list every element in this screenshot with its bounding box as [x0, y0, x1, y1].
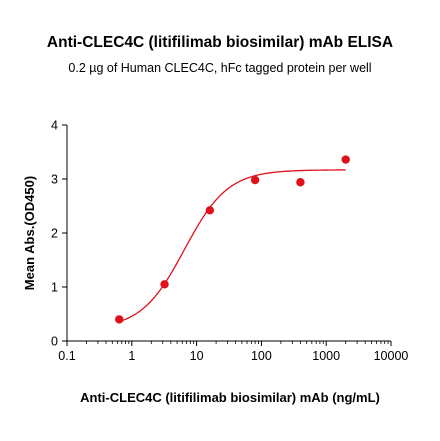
chart-subtitle: 0.2 µg of Human CLEC4C, hFc tagged prote… — [68, 61, 372, 75]
y-tick-label: 1 — [51, 281, 58, 295]
data-point — [115, 315, 124, 324]
data-point — [160, 280, 169, 289]
fit-curve — [119, 169, 346, 323]
y-tick-label: 2 — [51, 227, 58, 241]
y-tick-label: 0 — [51, 335, 58, 349]
x-tick-label: 1000 — [312, 349, 340, 363]
y-axis-label: Mean Abs.(OD450) — [22, 176, 37, 290]
x-tick-label: 0.1 — [58, 349, 75, 363]
fit-curve-group — [119, 169, 346, 323]
y-tick-label: 3 — [51, 173, 58, 187]
data-points — [115, 155, 350, 324]
data-point — [250, 175, 260, 185]
x-tick-label: 100 — [251, 349, 272, 363]
y-tick-label: 4 — [51, 119, 58, 133]
data-point — [341, 155, 350, 164]
x-axis-label: Anti-CLEC4C (litifilimab biosimilar) mAb… — [80, 390, 380, 405]
axes: 0.1 1 10 100 1000 10000 0 1 2 3 4 — [51, 119, 408, 364]
x-tick-label: 1 — [128, 349, 135, 363]
chart-title: Anti-CLEC4C (litifilimab biosimilar) mAb… — [46, 34, 394, 51]
x-tick-label: 10000 — [374, 349, 409, 363]
x-tick-label: 10 — [190, 349, 204, 363]
data-point — [296, 178, 305, 187]
data-point — [205, 206, 215, 215]
